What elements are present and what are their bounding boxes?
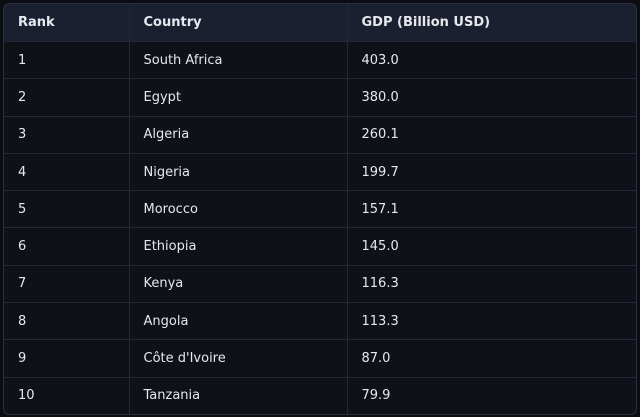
table-cell: 6 [4,227,130,266]
table-cell: 79.9 [361,388,391,404]
table-row: 6 Ethiopia 145.0 [4,227,636,266]
table-cell: Morocco [129,190,348,229]
table-cell: 403.0 [347,41,636,80]
table-cell: 87.0 [347,339,636,378]
table-cell: 116.3 [347,265,636,304]
table-cell: 5 [4,190,130,229]
table-cell: Nigeria [129,153,348,192]
table-row: 5 Morocco 157.1 [4,190,636,229]
table-row: 1 South Africa 403.0 [4,41,636,80]
table-cell: 260.1 [347,116,636,154]
table-cell: 9 [4,339,130,378]
table-container: Rank Country GDP (Billion USD) 1 South Afri… [3,3,637,415]
header-cell: GDP (Billion USD) [347,4,636,42]
table-row: 10 Tanzania 79.9 [4,377,636,414]
table-cell: Ethiopia [129,227,348,266]
table-cell: 199.7 [347,153,636,192]
table-cell: 145.0 [347,227,636,266]
table-cell: Kenya [129,265,348,304]
header-cell: Country [129,4,348,42]
table-cell: 4 [4,153,130,192]
table-cell: 113.3 [347,302,636,341]
table-cell: Côte d'Ivoire [129,339,348,378]
table-cell: South Africa [129,41,348,80]
table-cell: 380.0 [347,78,636,117]
table-row: 3 Algeria 260.1 [4,116,636,154]
table-cell: 7 [4,265,130,304]
table-row: 7 Kenya 116.3 [4,265,636,304]
table-cell: 2 [4,78,130,117]
table-cell: Angola [129,302,348,341]
table-row: 9 Côte d'Ivoire 87.0 [4,339,636,378]
table-body: 1 South Africa 403.0 2 Egypt 380.0 3 Algeria 260… [4,41,636,414]
table-cell: Algeria [129,116,348,154]
table-cell: 157.1 [347,190,636,229]
table-row: 2 Egypt 380.0 [4,78,636,117]
table-row: 4 Nigeria 199.7 [4,153,636,192]
table-cell: 8 [4,302,130,341]
header-cell: Rank [4,4,130,42]
table-cell: Tanzania [129,377,348,414]
table-cell: 10 [4,377,130,414]
gdp-table: Rank Country GDP (Billion USD) 1 South Afri… [4,4,636,414]
table-cell: 3 [4,116,130,154]
table-row: 8 Angola 113.3 [4,302,636,341]
table-cell: 1 [4,41,130,80]
table-cell: Egypt [129,78,348,117]
header-row: Rank Country GDP (Billion USD) [4,4,636,42]
